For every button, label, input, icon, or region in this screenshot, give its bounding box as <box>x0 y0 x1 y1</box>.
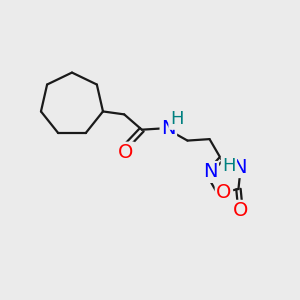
Text: O: O <box>233 201 248 220</box>
Text: N: N <box>161 119 176 138</box>
Text: H: H <box>222 157 236 175</box>
Text: N: N <box>203 163 218 182</box>
Text: H: H <box>170 110 183 128</box>
Text: O: O <box>118 143 134 162</box>
Text: O: O <box>216 183 232 202</box>
Text: N: N <box>232 158 247 177</box>
